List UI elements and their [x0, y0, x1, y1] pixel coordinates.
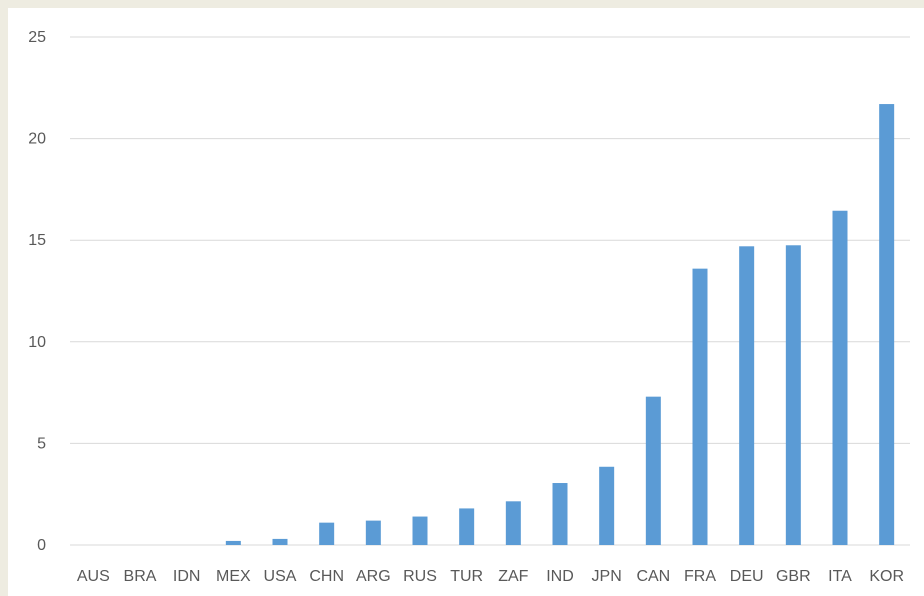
- x-tick-label-rus: RUS: [403, 568, 437, 585]
- x-tick-label-arg: ARG: [356, 568, 391, 585]
- bar-rus: [412, 516, 428, 545]
- x-tick-label-zaf: ZAF: [498, 568, 528, 585]
- x-tick-label-ind: IND: [546, 568, 574, 585]
- gridlines: [70, 36, 910, 546]
- x-tick-label-can: CAN: [636, 568, 670, 585]
- x-tick-label-kor: KOR: [869, 568, 904, 585]
- bar-can: [645, 396, 661, 545]
- y-tick-label: 10: [28, 334, 46, 351]
- bar-mex: [225, 540, 241, 545]
- bar-ind: [552, 483, 568, 545]
- y-axis-tick-labels: 0 5 10 15 20 25: [28, 29, 46, 554]
- x-tick-label-gbr: GBR: [776, 568, 811, 585]
- x-tick-label-chn: CHN: [309, 568, 344, 585]
- x-tick-label-jpn: JPN: [592, 568, 622, 585]
- x-tick-label-ita: ITA: [828, 568, 852, 585]
- x-tick-label-fra: FRA: [684, 568, 716, 585]
- x-tick-label-tur: TUR: [450, 568, 483, 585]
- bar-fra: [692, 268, 708, 545]
- bar-chn: [319, 522, 335, 545]
- y-tick-label: 5: [37, 435, 46, 452]
- x-tick-label-bra: BRA: [124, 568, 157, 585]
- x-tick-label-usa: USA: [264, 568, 297, 585]
- bars: [225, 104, 895, 545]
- bar-tur: [459, 508, 475, 545]
- bar-usa: [272, 538, 288, 545]
- bar-kor: [879, 104, 895, 545]
- y-tick-label: 15: [28, 232, 46, 249]
- chart-area: [8, 8, 924, 596]
- x-tick-label-idn: IDN: [173, 568, 201, 585]
- bar-gbr: [785, 245, 801, 545]
- x-tick-label-aus: AUS: [77, 568, 110, 585]
- bar-deu: [739, 246, 755, 545]
- bar-zaf: [505, 501, 521, 545]
- y-tick-label: 20: [28, 131, 46, 148]
- bar-jpn: [599, 466, 615, 545]
- y-tick-label: 0: [37, 537, 46, 554]
- y-tick-label: 25: [28, 29, 46, 46]
- x-axis-tick-labels: AUS BRA IDN MEX USA CHN ARG RUS TUR ZAF IND JPN CAN F…: [77, 568, 904, 585]
- bar-ita: [832, 210, 848, 545]
- x-tick-label-deu: DEU: [730, 568, 764, 585]
- x-tick-label-mex: MEX: [216, 568, 251, 585]
- bar-arg: [365, 520, 381, 545]
